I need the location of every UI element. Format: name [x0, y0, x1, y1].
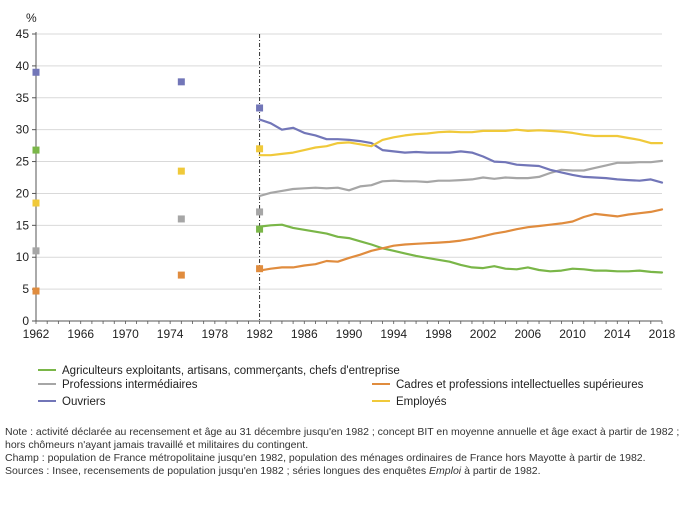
- census-marker-empl: [32, 199, 40, 207]
- x-tick-label: 1966: [67, 327, 94, 341]
- x-tick-label: 1982: [246, 327, 273, 341]
- legend-label-agriculteurs: Agriculteurs exploitants, artisans, comm…: [62, 365, 400, 377]
- x-tick-label: 1974: [157, 327, 184, 341]
- note-line-1: Note : activité déclarée au recensement …: [5, 426, 680, 438]
- series-lines: [258, 118, 664, 274]
- x-tick-label: 1978: [202, 327, 229, 341]
- y-tick-label: 40: [16, 59, 30, 73]
- gridlines: [36, 33, 662, 290]
- census-marker-cadr: [177, 271, 185, 279]
- y-tick-label: 10: [16, 250, 30, 264]
- axes: [32, 32, 663, 324]
- census-marker-cadr: [256, 265, 264, 273]
- x-tick-label: 2010: [559, 327, 586, 341]
- series-line-agri: [258, 223, 664, 274]
- y-tick-label: 35: [16, 91, 30, 105]
- legend-label-cadres: Cadres et professions intellectuelles su…: [396, 379, 644, 391]
- legend-label-ouvriers: Ouvriers: [62, 396, 106, 408]
- census-marker-prof: [32, 247, 40, 255]
- note-line-2: hors chômeurs n'ayant jamais travaillé e…: [5, 439, 309, 451]
- note-line-4: Sources : Insee, recensements de populat…: [5, 465, 541, 478]
- sources-survey-name: Emploi: [429, 465, 462, 477]
- census-marker-prof: [177, 215, 185, 223]
- legend-swatch-ouvriers: [38, 399, 56, 402]
- y-tick-label: 25: [16, 155, 30, 169]
- x-tick-label: 2006: [515, 327, 542, 341]
- y-tick-labels: 0 5 10 15 20 25 30 35 40 45: [16, 27, 30, 328]
- x-tick-label: 1998: [425, 327, 452, 341]
- census-marker-ouvr: [32, 68, 40, 76]
- series-line-cadr: [258, 208, 664, 272]
- legend-swatch-agriculteurs: [38, 368, 56, 371]
- census-marker-empl: [256, 145, 264, 153]
- note-line-3: Champ : population de France métropolita…: [5, 452, 646, 464]
- series-line-ouvr: [258, 118, 664, 184]
- x-tick-label: 1994: [380, 327, 407, 341]
- y-tick-label: 20: [16, 186, 30, 200]
- census-marker-agri: [32, 146, 40, 154]
- series-line-prof: [258, 159, 664, 198]
- series-line-empl: [258, 128, 664, 157]
- legend-item-professions-intermediaires: Professions intermédiaires: [38, 378, 198, 392]
- x-tick-label: 1970: [112, 327, 139, 341]
- census-marker-cadr: [32, 287, 40, 295]
- x-tick-label: 2014: [604, 327, 631, 341]
- x-tick-label: 1962: [23, 327, 50, 341]
- legend-swatch-cadres: [372, 382, 390, 385]
- y-tick-label: 15: [16, 218, 30, 232]
- census-marker-agri: [256, 225, 264, 233]
- x-tick-label: 2018: [649, 327, 676, 341]
- legend-swatch-employes: [372, 399, 390, 402]
- y-tick-label: 45: [16, 27, 30, 41]
- y-tick-label: 5: [22, 282, 29, 296]
- legend-item-agriculteurs: Agriculteurs exploitants, artisans, comm…: [38, 364, 400, 378]
- census-marker-empl: [177, 167, 185, 175]
- census-marker-ouvr: [256, 104, 264, 112]
- y-tick-label: 30: [16, 123, 30, 137]
- sources-text: Sources : Insee, recensements de populat…: [5, 465, 427, 477]
- x-tick-label: 1986: [291, 327, 318, 341]
- x-tick-label: 1990: [336, 327, 363, 341]
- x-tick-labels: 1962 1966 1970 1974 1978 1982 1986 1990 1994 1998…: [23, 327, 676, 341]
- legend-swatch-professions-intermediaires: [38, 382, 56, 385]
- legend-item-employes: Employés: [372, 395, 447, 409]
- legend-item-cadres: Cadres et professions intellectuelles su…: [372, 378, 643, 392]
- census-marker-prof: [256, 208, 264, 216]
- x-tick-label: 2002: [470, 327, 497, 341]
- legend-label-professions-intermediaires: Professions intermédiaires: [62, 379, 198, 391]
- line-chart: % 0 5 10 15 20 25 30 35 40 45 1962 1966 1970 1974 197…: [16, 11, 676, 341]
- legend-item-ouvriers: Ouvriers: [38, 395, 105, 409]
- census-markers: [32, 68, 264, 295]
- y-tick-label: 0: [22, 314, 29, 328]
- legend-label-employes: Employés: [396, 396, 447, 408]
- sources-text-end: à partir de 1982.: [464, 465, 541, 477]
- y-axis-unit-label: %: [26, 11, 37, 25]
- census-marker-ouvr: [177, 78, 185, 86]
